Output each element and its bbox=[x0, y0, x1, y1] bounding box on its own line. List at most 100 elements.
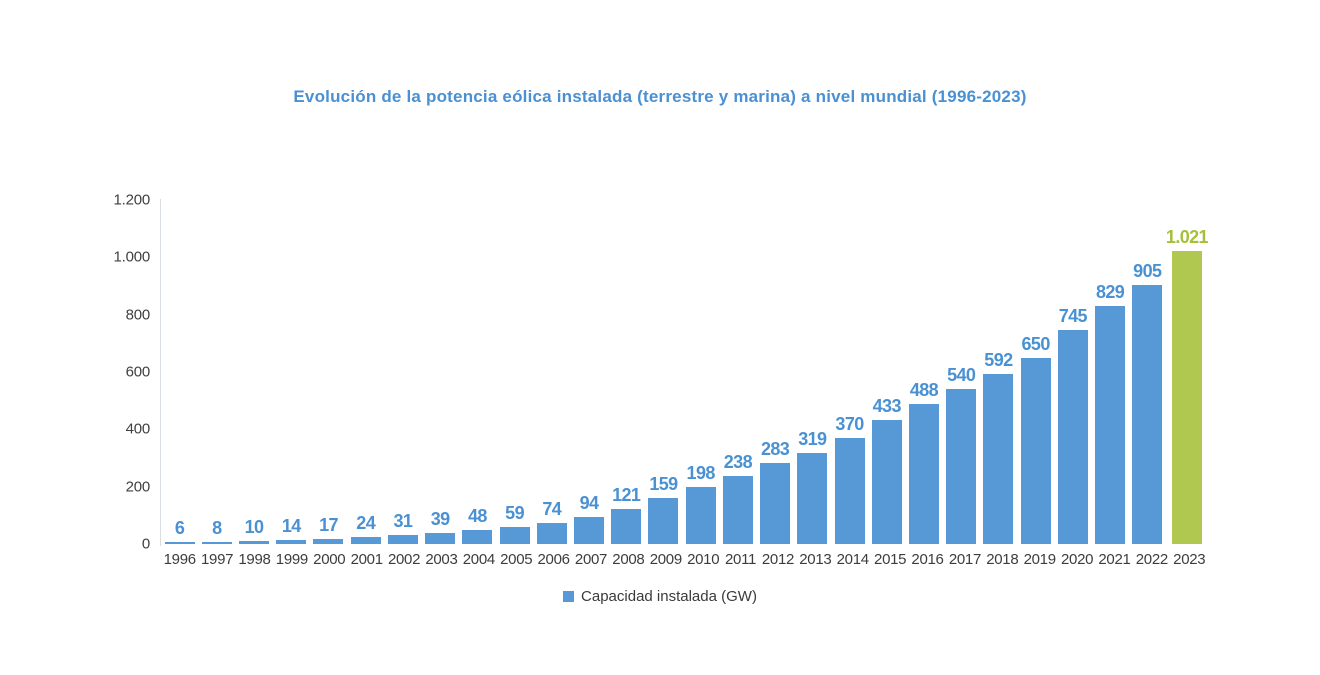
bar-slot: 488 bbox=[905, 200, 942, 544]
legend-label: Capacidad instalada (GW) bbox=[581, 588, 757, 605]
y-axis-tick-label: 200 bbox=[125, 478, 151, 496]
x-axis-tick-label: 1999 bbox=[275, 551, 308, 568]
x-axis-tick-label: 2004 bbox=[462, 551, 495, 568]
y-axis-tick-label: 600 bbox=[125, 363, 151, 381]
bar-slot: 74 bbox=[533, 200, 570, 544]
bar-2011 bbox=[722, 475, 753, 544]
bar-slot: 650 bbox=[1017, 200, 1054, 544]
x-axis-tick-label: 1998 bbox=[238, 551, 271, 568]
bar-2003 bbox=[425, 532, 456, 544]
bar-slot: 6 bbox=[161, 200, 198, 544]
x-axis-tick-label: 2022 bbox=[1135, 551, 1168, 568]
bar-value-label: 14 bbox=[281, 516, 301, 536]
x-axis-tick-label: 2002 bbox=[387, 551, 421, 568]
x-axis-tick-label: 2010 bbox=[687, 551, 720, 568]
x-axis-tick-label: 2011 bbox=[725, 551, 757, 568]
bar-2023 bbox=[1171, 251, 1202, 544]
bar-slot: 24 bbox=[347, 200, 384, 544]
bar-value-label: 121 bbox=[612, 485, 641, 506]
bar-slot: 238 bbox=[719, 200, 756, 544]
bar-value-label: 592 bbox=[984, 350, 1013, 371]
x-axis-tick-label: 2001 bbox=[350, 551, 383, 568]
bar-slot: 592 bbox=[980, 200, 1017, 544]
bar-slot: 283 bbox=[757, 200, 794, 544]
bar-1996 bbox=[164, 542, 195, 544]
bar-value-label: 74 bbox=[542, 498, 562, 519]
bar-value-label: 6 bbox=[174, 518, 185, 539]
bar-slot: 540 bbox=[943, 200, 980, 544]
x-axis-tick-label: 1997 bbox=[201, 551, 234, 568]
bar-value-label: 238 bbox=[723, 451, 753, 472]
bar-slot: 905 bbox=[1129, 200, 1166, 544]
x-axis-tick-label: 2013 bbox=[799, 551, 832, 568]
bar-2019 bbox=[1020, 357, 1051, 544]
x-axis-tick-label: 2003 bbox=[425, 551, 458, 568]
x-axis-tick-label: 2016 bbox=[911, 551, 944, 568]
chart-title: Evolución de la potencia eólica instalad… bbox=[293, 87, 1027, 106]
x-axis-labels: 1996 1997 1998 1999 2000 2001 2002 2003 2004 2005… bbox=[161, 551, 1208, 568]
x-axis-tick-label: 2020 bbox=[1060, 551, 1094, 568]
bar-value-label: 94 bbox=[579, 493, 599, 514]
bar-2001 bbox=[350, 537, 381, 544]
bar-2017 bbox=[946, 389, 977, 544]
bar-slot: 370 bbox=[831, 200, 868, 544]
bar-slot: 319 bbox=[794, 200, 831, 544]
bar-slot: 39 bbox=[422, 200, 459, 544]
bar-value-label: 39 bbox=[430, 508, 450, 529]
bar-slot: 94 bbox=[570, 200, 607, 544]
bar-slot: 121 bbox=[608, 200, 645, 544]
x-axis-tick-label: 2008 bbox=[612, 551, 645, 568]
bar-slot: 17 bbox=[310, 200, 347, 544]
x-axis-tick-label: 2009 bbox=[649, 551, 682, 568]
bar-value-label: 48 bbox=[467, 506, 487, 527]
x-axis-tick-label: 2021 bbox=[1098, 551, 1131, 568]
bar-2007 bbox=[574, 517, 605, 544]
bar-value-label: 31 bbox=[393, 511, 413, 532]
legend: Capacidad instalada (GW) bbox=[0, 588, 1320, 605]
bar-2000 bbox=[313, 539, 344, 544]
x-axis-tick-label: 2019 bbox=[1023, 551, 1056, 568]
x-axis-tick-label: 2005 bbox=[500, 551, 533, 568]
bar-value-label: 829 bbox=[1095, 282, 1125, 303]
x-axis-tick-label: 1996 bbox=[163, 551, 196, 568]
bar-2010 bbox=[685, 487, 716, 544]
bar-2021 bbox=[1095, 306, 1126, 544]
y-axis-tick-label: 1.000 bbox=[113, 248, 150, 266]
bar-2002 bbox=[387, 535, 418, 544]
x-axis-tick-label: 2007 bbox=[574, 551, 608, 568]
bar-2015 bbox=[871, 419, 902, 544]
y-axis: 1.200 1.000 800 600 400 200 0 bbox=[0, 192, 151, 553]
bar-value-label: 59 bbox=[505, 503, 524, 524]
x-axis-tick-label: 2015 bbox=[874, 551, 907, 568]
bar-2004 bbox=[462, 530, 493, 544]
bar-value-label: 319 bbox=[798, 428, 827, 449]
x-axis-tick-label: 2018 bbox=[986, 551, 1019, 568]
bar-2016 bbox=[908, 404, 939, 544]
bar-value-label: 283 bbox=[760, 438, 790, 459]
bar-2020 bbox=[1057, 330, 1088, 544]
bar-2006 bbox=[536, 522, 567, 544]
bar-slot: 198 bbox=[682, 200, 719, 544]
bar-value-label: 488 bbox=[909, 380, 939, 401]
bar-2012 bbox=[760, 462, 791, 544]
y-axis-line bbox=[160, 199, 161, 546]
y-axis-tick-label: 400 bbox=[125, 420, 151, 438]
bar-value-label: 17 bbox=[319, 515, 338, 536]
bar-slot: 433 bbox=[868, 200, 905, 544]
plot-area: 6 8 10 14 17 24 31 39 48 59 74 94 121 159 198 238 283 319… bbox=[161, 200, 1209, 544]
bar-2022 bbox=[1132, 284, 1163, 544]
x-axis-tick-label: 2000 bbox=[313, 551, 346, 568]
bar-value-label: 370 bbox=[835, 413, 864, 434]
y-axis-tick-label: 0 bbox=[141, 535, 150, 553]
bar-2013 bbox=[797, 452, 828, 544]
bar-value-label: 650 bbox=[1021, 333, 1051, 354]
bar-1999 bbox=[276, 540, 307, 544]
bar-slot: 31 bbox=[384, 200, 421, 544]
bar-1997 bbox=[201, 541, 232, 544]
bar-2005 bbox=[499, 527, 530, 544]
x-axis-tick-label: 2012 bbox=[761, 551, 795, 568]
y-axis-tick-label: 1.200 bbox=[113, 191, 150, 209]
bar-slot: 59 bbox=[496, 200, 533, 544]
bar-value-label: 905 bbox=[1133, 260, 1162, 281]
